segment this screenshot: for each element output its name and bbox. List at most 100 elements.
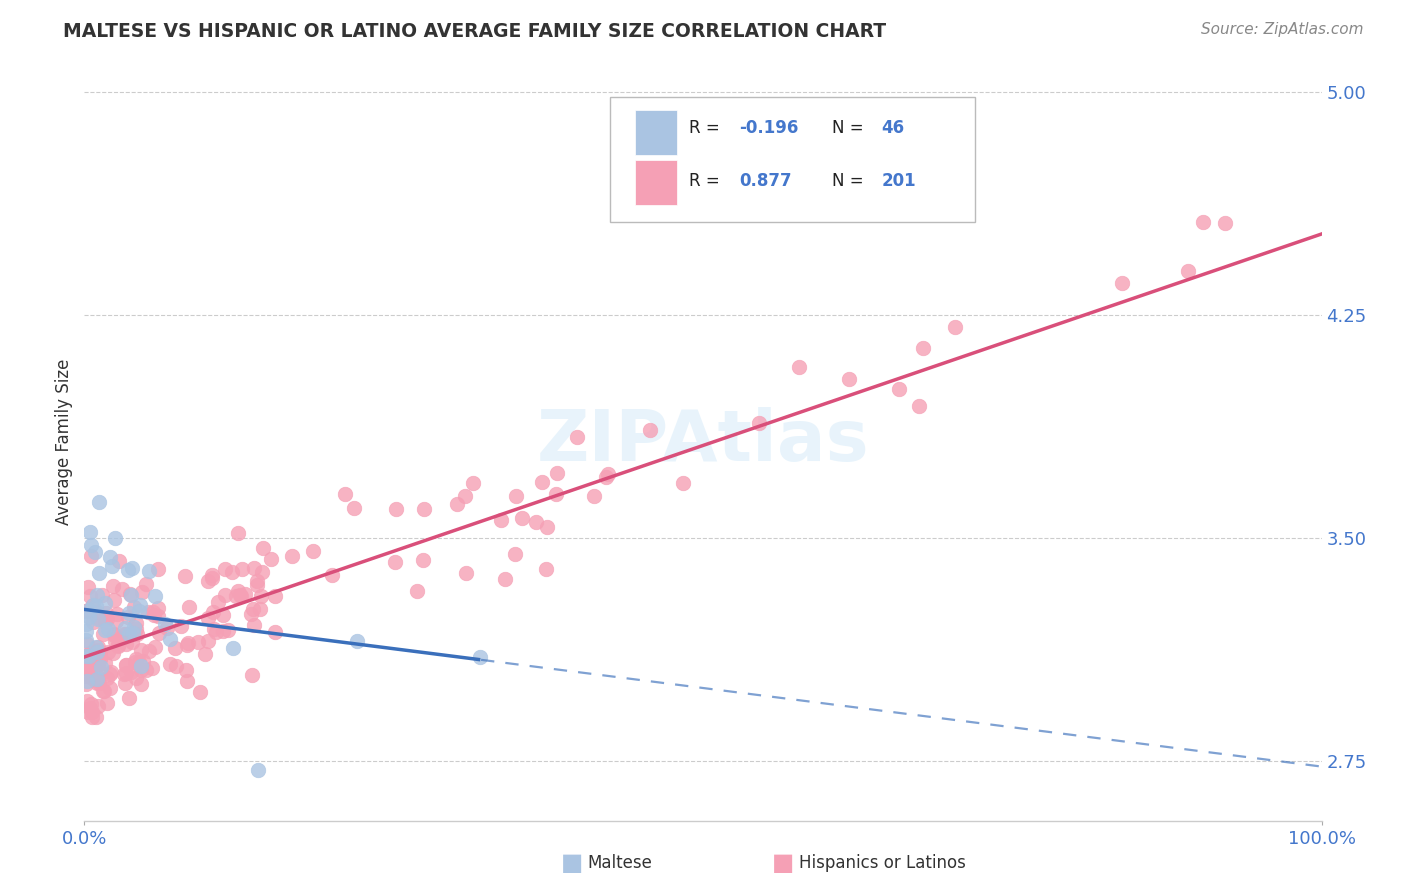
- Text: ZIPAtlas: ZIPAtlas: [537, 407, 869, 476]
- Point: [582, 489, 605, 503]
- Point: [89, 647, 111, 661]
- Point: [98, 681, 121, 696]
- Point: [536, 520, 558, 534]
- Point: [79, 646, 101, 660]
- Point: [98, 667, 121, 681]
- Point: [838, 372, 860, 386]
- Point: [105, 607, 128, 621]
- Point: [188, 685, 211, 699]
- Point: [111, 582, 134, 596]
- Point: [546, 467, 568, 481]
- Point: [75, 624, 97, 639]
- Point: [201, 571, 224, 585]
- Point: [87, 610, 110, 624]
- Point: [510, 511, 533, 525]
- Point: [77, 648, 100, 663]
- Point: [346, 634, 368, 648]
- Point: [87, 566, 110, 580]
- Point: [96, 671, 118, 685]
- Point: [470, 649, 492, 664]
- Point: [80, 664, 103, 678]
- Point: [115, 627, 138, 641]
- Point: [176, 638, 198, 652]
- Point: [163, 640, 186, 655]
- Point: [132, 654, 155, 668]
- Point: [87, 698, 110, 713]
- Point: [87, 612, 110, 626]
- Point: [526, 516, 548, 530]
- Text: Source: ZipAtlas.com: Source: ZipAtlas.com: [1201, 22, 1364, 37]
- Point: [75, 648, 97, 663]
- Point: [138, 643, 160, 657]
- Point: [115, 658, 138, 673]
- Point: [87, 657, 110, 672]
- Point: [214, 587, 236, 601]
- Point: [112, 667, 135, 681]
- Point: [301, 544, 323, 558]
- Point: [129, 599, 152, 613]
- Point: [80, 697, 103, 711]
- Point: [202, 622, 225, 636]
- Point: [129, 677, 152, 691]
- Point: [177, 600, 200, 615]
- Point: [87, 673, 110, 688]
- Point: [671, 475, 693, 490]
- Point: [79, 701, 101, 715]
- Point: [122, 625, 145, 640]
- Text: ■: ■: [772, 852, 794, 875]
- Point: [97, 644, 120, 658]
- Point: [129, 663, 152, 677]
- Point: [128, 655, 150, 669]
- Point: [76, 637, 98, 651]
- Point: [96, 696, 118, 710]
- Point: [87, 676, 110, 690]
- Text: R =: R =: [689, 172, 720, 190]
- Point: [122, 600, 145, 615]
- Point: [231, 561, 253, 575]
- Point: [534, 561, 557, 575]
- Point: [82, 671, 104, 685]
- Point: [231, 589, 253, 603]
- Point: [495, 572, 517, 586]
- FancyBboxPatch shape: [610, 96, 976, 221]
- Point: [142, 606, 165, 620]
- Point: [107, 639, 129, 653]
- Point: [159, 632, 181, 646]
- Y-axis label: Average Family Size: Average Family Size: [55, 359, 73, 524]
- Point: [118, 690, 141, 705]
- Point: [229, 589, 252, 603]
- Text: MALTESE VS HISPANIC OR LATINO AVERAGE FAMILY SIZE CORRELATION CHART: MALTESE VS HISPANIC OR LATINO AVERAGE FA…: [63, 22, 886, 41]
- Point: [598, 467, 620, 482]
- Point: [131, 585, 153, 599]
- Point: [887, 382, 910, 396]
- Point: [118, 627, 141, 641]
- Point: [142, 608, 165, 623]
- Point: [117, 563, 139, 577]
- Point: [148, 625, 170, 640]
- Point: [125, 616, 148, 631]
- Point: [121, 635, 143, 649]
- Point: [77, 580, 100, 594]
- Point: [595, 470, 617, 484]
- Point: [136, 605, 159, 619]
- Point: [146, 601, 169, 615]
- Point: [86, 645, 108, 659]
- Point: [83, 649, 105, 664]
- Point: [77, 657, 100, 671]
- Point: [124, 655, 146, 669]
- Point: [544, 487, 567, 501]
- Point: [787, 359, 810, 374]
- Point: [120, 665, 142, 680]
- Point: [103, 628, 125, 642]
- Point: [86, 605, 108, 619]
- Text: ■: ■: [561, 852, 583, 875]
- Point: [77, 656, 100, 670]
- Point: [75, 677, 97, 691]
- Point: [127, 627, 149, 641]
- Point: [103, 531, 125, 545]
- Point: [143, 640, 166, 654]
- FancyBboxPatch shape: [636, 160, 678, 204]
- Point: [385, 502, 408, 516]
- Point: [159, 657, 181, 671]
- Point: [83, 659, 105, 673]
